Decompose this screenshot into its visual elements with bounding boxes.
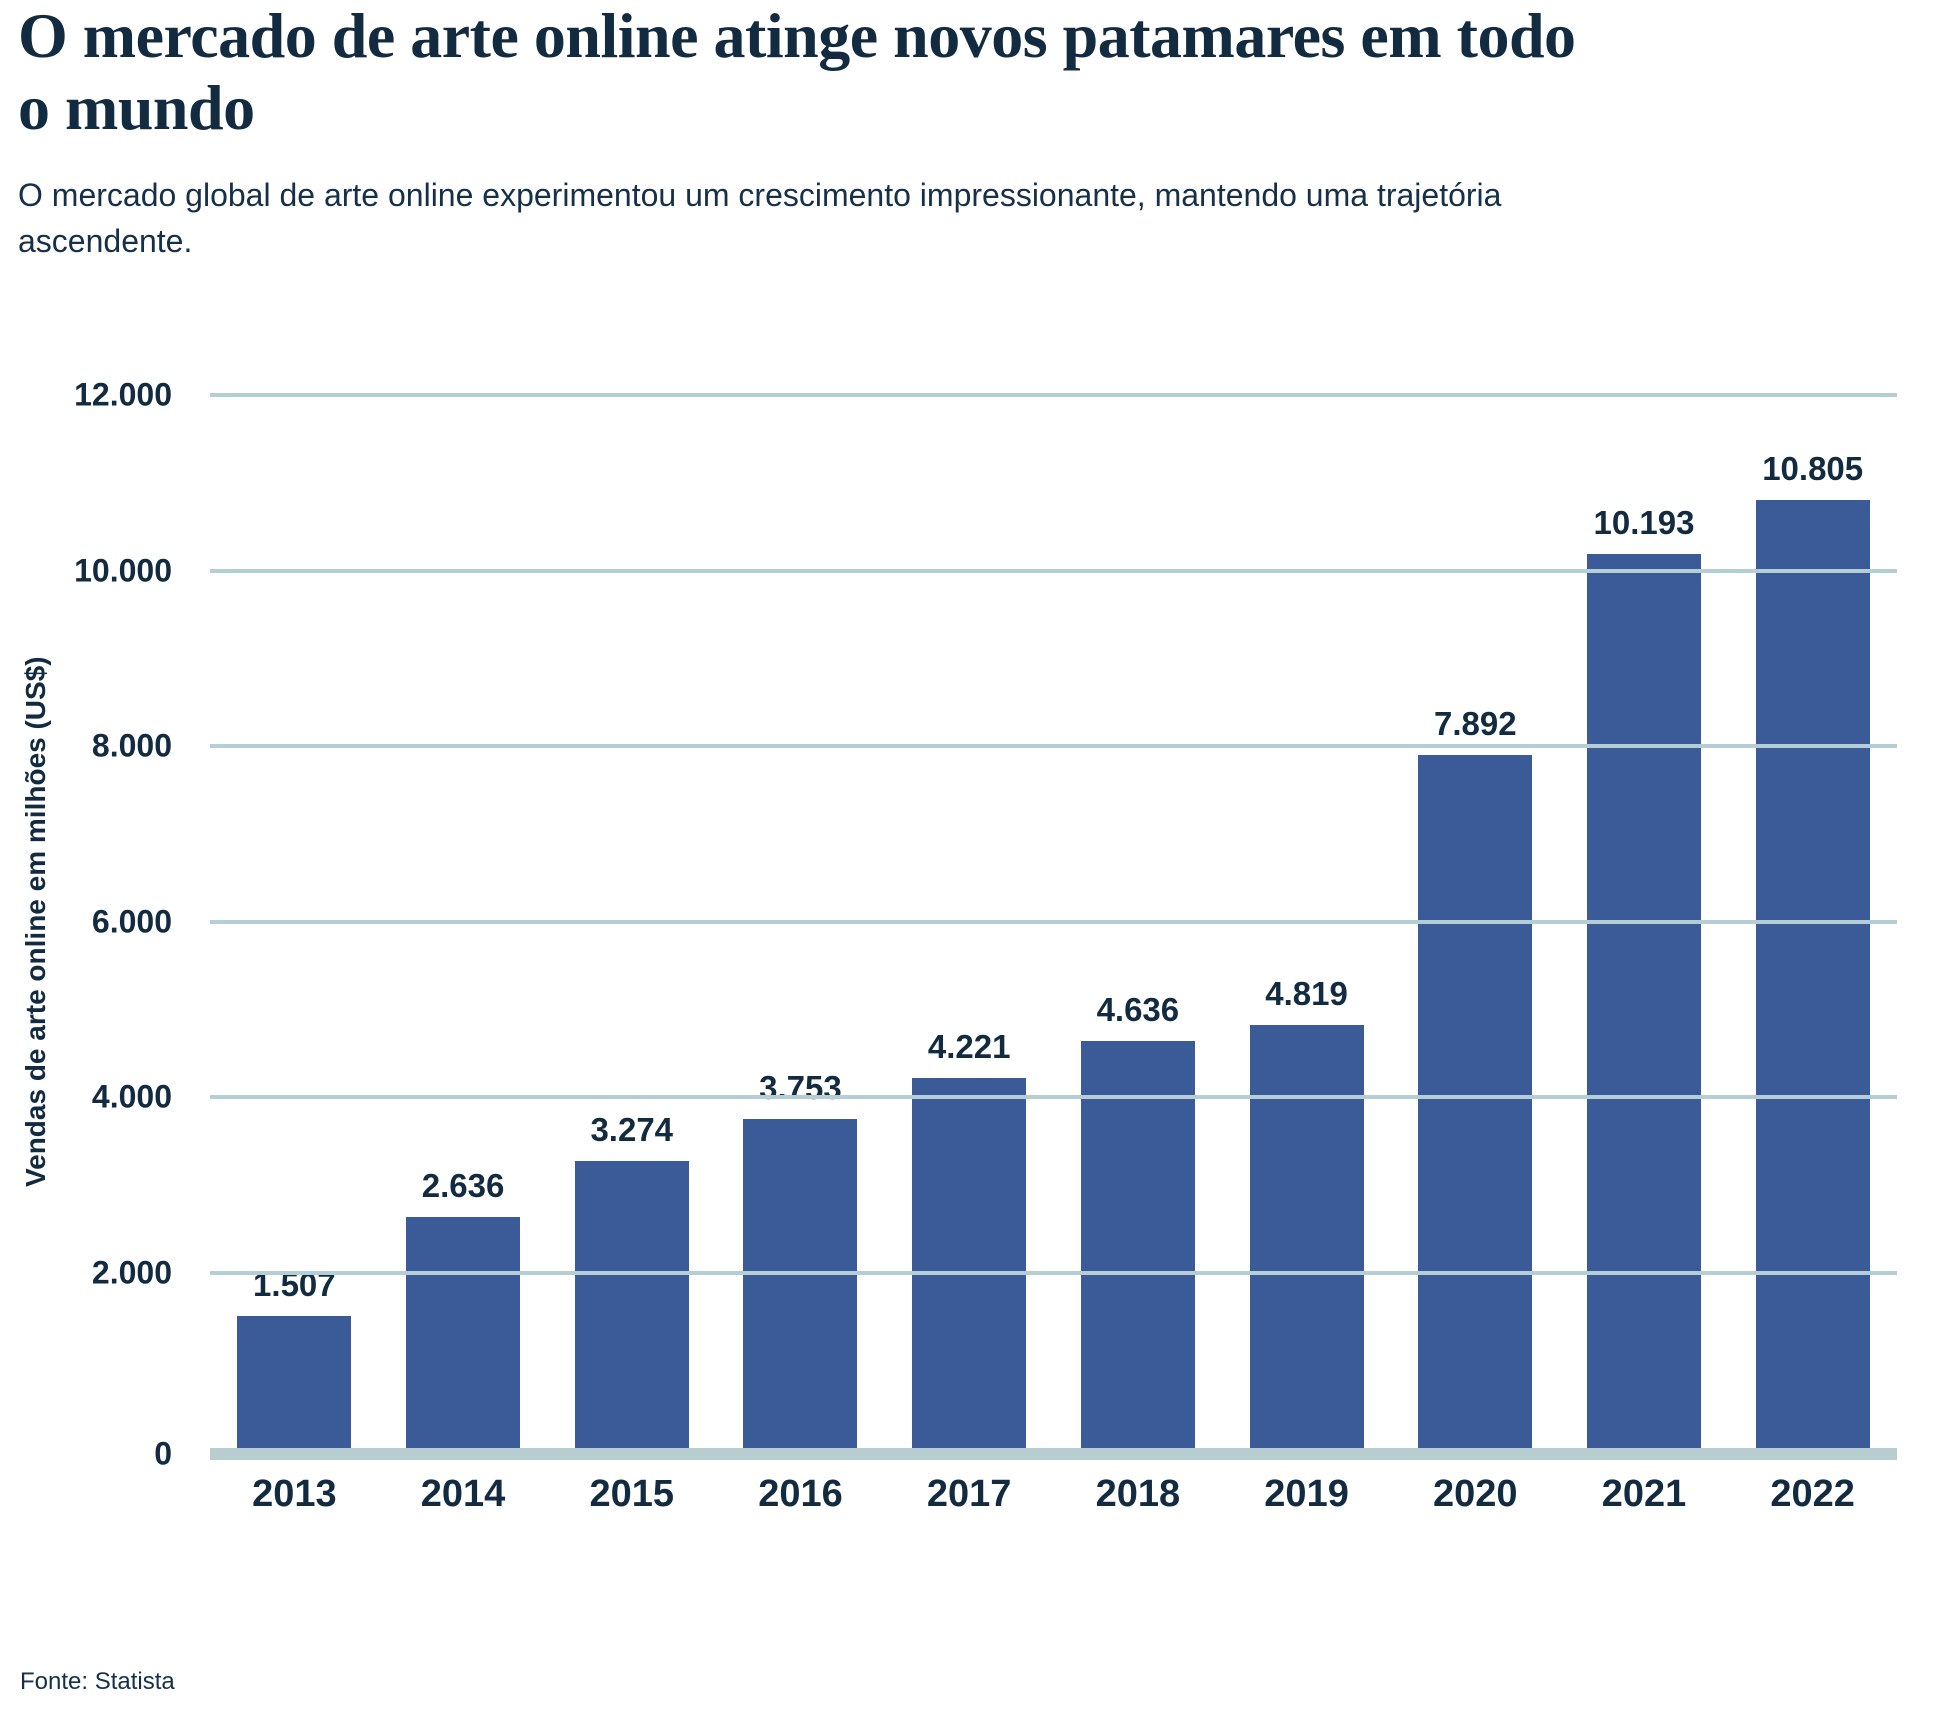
bar — [743, 1118, 858, 1448]
bar-slot: 4.636 — [1054, 395, 1223, 1448]
bar-slot: 3.274 — [547, 395, 716, 1448]
bar — [237, 1315, 352, 1448]
bar-value-label: 10.805 — [1762, 449, 1864, 487]
x-axis-label: 2022 — [1770, 1473, 1855, 1515]
y-tick-label: 2.000 — [91, 1254, 172, 1290]
bar — [1418, 755, 1533, 1448]
bar-value-label: 2.636 — [421, 1166, 505, 1204]
x-axis-label: 2021 — [1601, 1473, 1687, 1515]
y-tick-label: 8.000 — [91, 727, 172, 764]
bar-slot: 3.753 — [716, 395, 885, 1448]
bar-value-label: 3.274 — [590, 1110, 674, 1148]
bar — [406, 1216, 521, 1448]
bar-value-label: 4.819 — [1265, 975, 1348, 1013]
gridline — [210, 1270, 1897, 1275]
y-tick-label: 12.000 — [74, 376, 172, 413]
x-axis-label: 2015 — [589, 1473, 675, 1515]
bar-value-label: 4.636 — [1096, 991, 1180, 1029]
y-tick-label: 0 — [154, 1435, 172, 1472]
bar-chart: Vendas de arte online em milhões (US$) 1… — [0, 377, 1940, 1595]
x-axis-labels: 2013 2014 2015 2016 2017 2018 2019 2020 2021 2022 — [210, 1473, 1897, 1516]
bar-slot: 7.892 — [1391, 395, 1560, 1448]
bar-value-label: 7.892 — [1433, 705, 1517, 743]
gridline — [210, 919, 1897, 924]
x-axis-label: 2019 — [1264, 1473, 1349, 1515]
bar-slot: 10.805 — [1728, 395, 1897, 1448]
source-note: Fonte: Statista — [20, 1668, 175, 1695]
bar-value-label: 4.221 — [927, 1027, 1011, 1065]
page-title: O mercado de arte online atinge novos pa… — [18, 0, 1576, 144]
bar-slot: 2.636 — [379, 395, 548, 1448]
bar — [1249, 1025, 1364, 1448]
bar-slot: 10.193 — [1560, 395, 1729, 1448]
bar — [1080, 1041, 1195, 1448]
bars-container: 1.507 2.636 3.274 3.753 4.221 4.636 4.819 7.892… — [210, 395, 1897, 1448]
bar-value-label: 3.753 — [759, 1068, 842, 1106]
bar-value-label: 10.193 — [1593, 503, 1695, 541]
gridline — [210, 1095, 1897, 1099]
x-axis-baseline — [210, 1448, 1897, 1460]
bar — [1586, 553, 1701, 1448]
gridline — [210, 393, 1897, 397]
plot-area: 1.507 2.636 3.274 3.753 4.221 4.636 4.819 7.892… — [210, 393, 1897, 1448]
bar — [574, 1160, 689, 1448]
gridline — [210, 744, 1897, 748]
bar — [912, 1077, 1027, 1448]
gridline — [210, 568, 1897, 573]
x-axis-label: 2013 — [252, 1473, 337, 1515]
y-tick-label: 10.000 — [74, 552, 172, 588]
page-subtitle: O mercado global de arte online experime… — [18, 177, 1502, 260]
x-axis-label: 2018 — [1095, 1473, 1181, 1515]
y-tick-label: 4.000 — [91, 1078, 172, 1115]
x-axis-label: 2016 — [758, 1473, 843, 1515]
x-axis-label: 2014 — [420, 1473, 506, 1515]
bar — [1755, 499, 1870, 1448]
bar-slot: 4.221 — [885, 395, 1054, 1448]
x-axis-label: 2017 — [926, 1473, 1012, 1515]
x-axis-label: 2020 — [1433, 1473, 1518, 1515]
y-tick-label: 6.000 — [91, 903, 172, 939]
